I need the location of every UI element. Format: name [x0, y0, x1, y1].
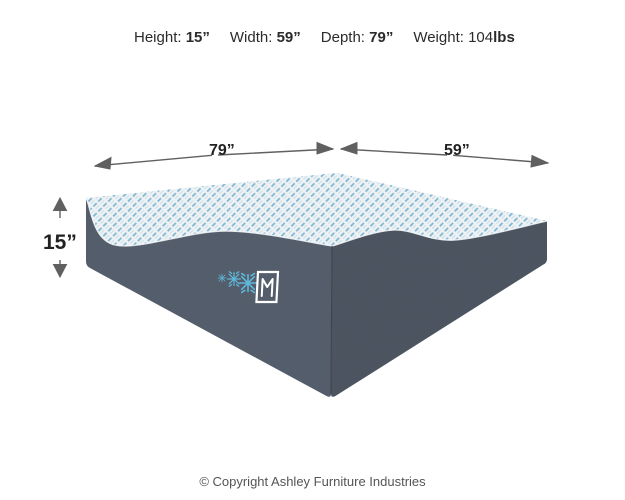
svg-text:15”: 15”	[43, 231, 77, 254]
svg-text:79”: 79”	[209, 142, 235, 159]
svg-text:59”: 59”	[444, 142, 470, 159]
